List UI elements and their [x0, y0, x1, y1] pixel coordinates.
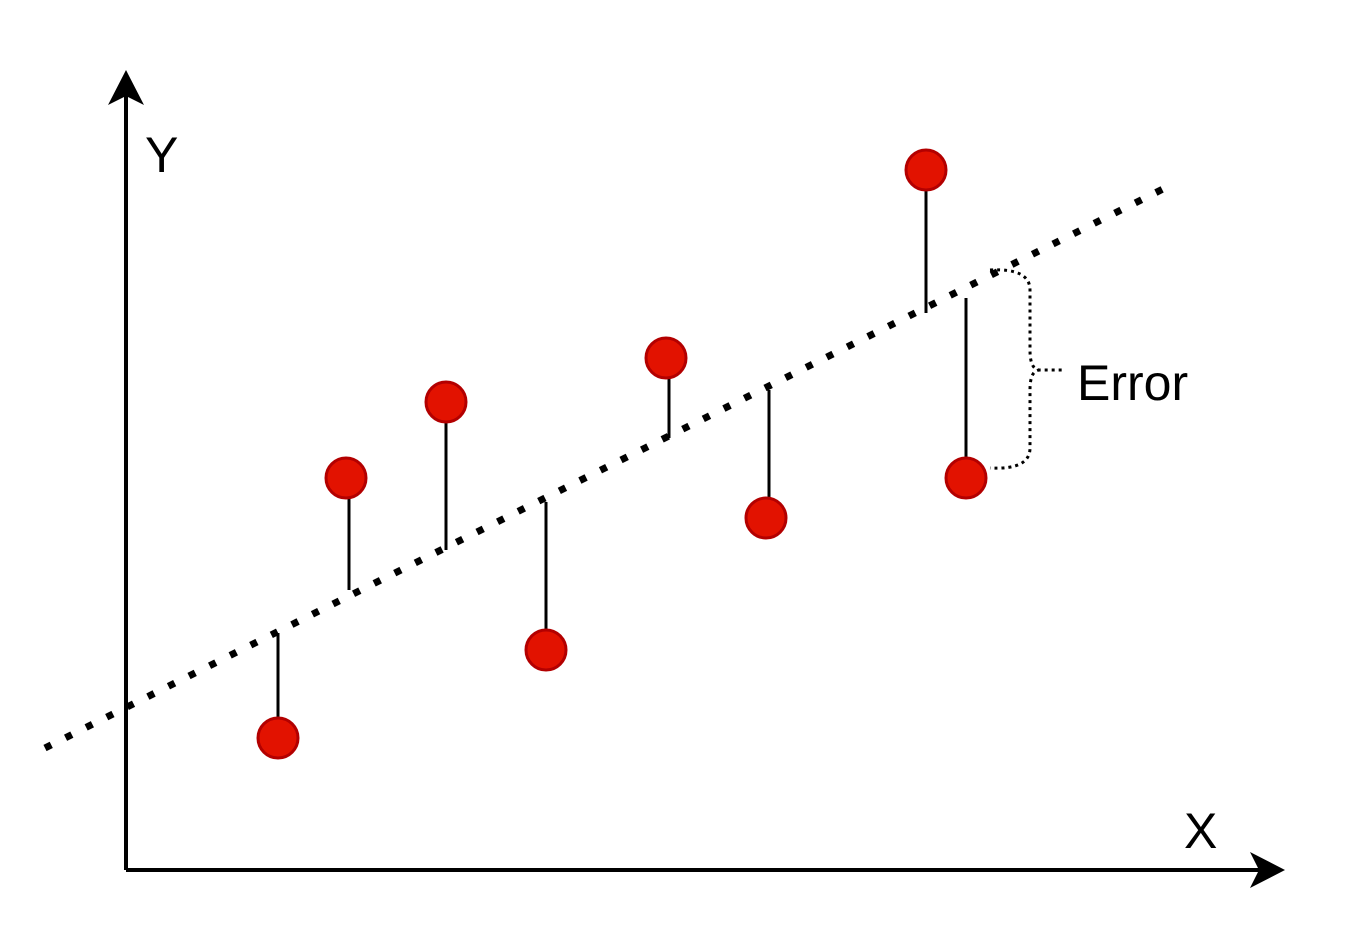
point: [904, 148, 948, 192]
x-label: X: [1184, 803, 1217, 859]
error-brace: [989, 268, 1065, 470]
residuals: [276, 190, 968, 720]
regression-line: [43, 184, 1167, 752]
point: [744, 496, 788, 540]
point: [256, 716, 300, 760]
y-arrow: [108, 70, 144, 105]
y-label: Y: [145, 127, 178, 183]
point: [424, 380, 468, 424]
points: [256, 148, 988, 760]
point: [644, 336, 688, 380]
x-arrow: [1250, 852, 1285, 888]
point: [944, 456, 988, 500]
point: [324, 456, 368, 500]
error-label: Error: [1077, 355, 1188, 411]
point: [524, 628, 568, 672]
